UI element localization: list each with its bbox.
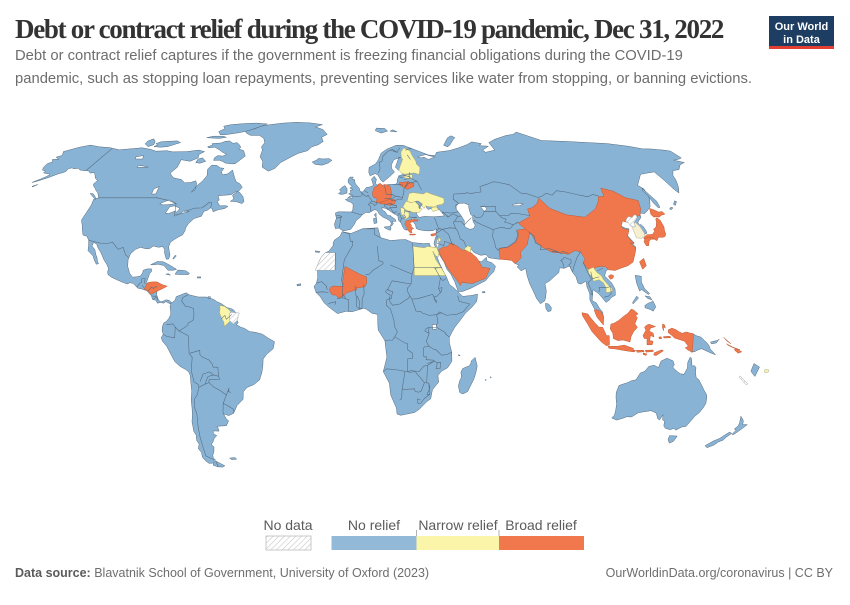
svg-text:Narrow relief: Narrow relief [418, 517, 497, 533]
svg-text:Broad relief: Broad relief [505, 517, 577, 533]
svg-text:No relief: No relief [348, 517, 400, 533]
svg-text:No data: No data [263, 517, 312, 533]
